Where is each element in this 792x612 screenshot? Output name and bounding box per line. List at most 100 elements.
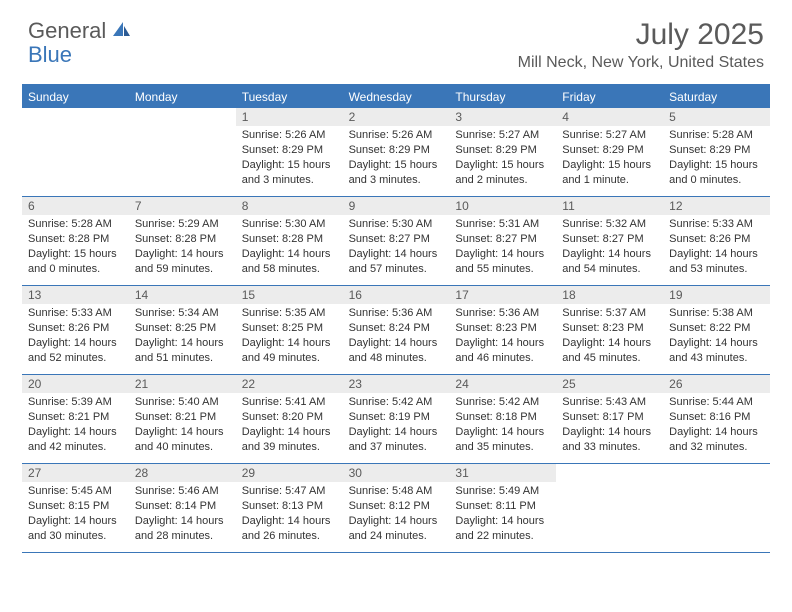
sunrise-text: Sunrise: 5:38 AM <box>669 306 764 321</box>
day-number: 22 <box>236 375 343 393</box>
sunset-text: Sunset: 8:28 PM <box>135 232 230 247</box>
day-number: 18 <box>556 286 663 304</box>
month-title: July 2025 <box>518 18 764 52</box>
daylight-text: Daylight: 14 hours and 51 minutes. <box>135 336 230 366</box>
sunrise-text: Sunrise: 5:40 AM <box>135 395 230 410</box>
daylight-text: Daylight: 14 hours and 55 minutes. <box>455 247 550 277</box>
daylight-text: Daylight: 15 hours and 3 minutes. <box>349 158 444 188</box>
day-details: Sunrise: 5:29 AMSunset: 8:28 PMDaylight:… <box>129 215 236 282</box>
sunrise-text: Sunrise: 5:37 AM <box>562 306 657 321</box>
day-cell: 17Sunrise: 5:36 AMSunset: 8:23 PMDayligh… <box>449 286 556 374</box>
daylight-text: Daylight: 14 hours and 28 minutes. <box>135 514 230 544</box>
day-number: 29 <box>236 464 343 482</box>
calendar: SundayMondayTuesdayWednesdayThursdayFrid… <box>22 84 770 553</box>
day-cell <box>556 464 663 552</box>
daylight-text: Daylight: 14 hours and 32 minutes. <box>669 425 764 455</box>
day-number: 28 <box>129 464 236 482</box>
weekday-header-row: SundayMondayTuesdayWednesdayThursdayFrid… <box>22 86 770 108</box>
day-cell: 18Sunrise: 5:37 AMSunset: 8:23 PMDayligh… <box>556 286 663 374</box>
day-number: 2 <box>343 108 450 126</box>
weekday-header: Sunday <box>22 86 129 108</box>
sunrise-text: Sunrise: 5:27 AM <box>455 128 550 143</box>
sunrise-text: Sunrise: 5:30 AM <box>349 217 444 232</box>
day-cell: 23Sunrise: 5:42 AMSunset: 8:19 PMDayligh… <box>343 375 450 463</box>
day-details: Sunrise: 5:27 AMSunset: 8:29 PMDaylight:… <box>556 126 663 193</box>
weekday-header: Friday <box>556 86 663 108</box>
day-number: 27 <box>22 464 129 482</box>
weekday-header: Tuesday <box>236 86 343 108</box>
day-cell: 6Sunrise: 5:28 AMSunset: 8:28 PMDaylight… <box>22 197 129 285</box>
daylight-text: Daylight: 15 hours and 0 minutes. <box>28 247 123 277</box>
sunset-text: Sunset: 8:11 PM <box>455 499 550 514</box>
day-cell: 31Sunrise: 5:49 AMSunset: 8:11 PMDayligh… <box>449 464 556 552</box>
sunrise-text: Sunrise: 5:33 AM <box>28 306 123 321</box>
day-cell: 3Sunrise: 5:27 AMSunset: 8:29 PMDaylight… <box>449 108 556 196</box>
day-cell: 16Sunrise: 5:36 AMSunset: 8:24 PMDayligh… <box>343 286 450 374</box>
daylight-text: Daylight: 14 hours and 24 minutes. <box>349 514 444 544</box>
day-details: Sunrise: 5:37 AMSunset: 8:23 PMDaylight:… <box>556 304 663 371</box>
sunset-text: Sunset: 8:27 PM <box>562 232 657 247</box>
daylight-text: Daylight: 14 hours and 58 minutes. <box>242 247 337 277</box>
sunset-text: Sunset: 8:24 PM <box>349 321 444 336</box>
sunrise-text: Sunrise: 5:29 AM <box>135 217 230 232</box>
day-cell: 11Sunrise: 5:32 AMSunset: 8:27 PMDayligh… <box>556 197 663 285</box>
day-cell <box>22 108 129 196</box>
weekday-header: Saturday <box>663 86 770 108</box>
sunrise-text: Sunrise: 5:27 AM <box>562 128 657 143</box>
sunset-text: Sunset: 8:27 PM <box>349 232 444 247</box>
week-row: 20Sunrise: 5:39 AMSunset: 8:21 PMDayligh… <box>22 375 770 464</box>
day-number: 26 <box>663 375 770 393</box>
day-details: Sunrise: 5:28 AMSunset: 8:29 PMDaylight:… <box>663 126 770 193</box>
sunrise-text: Sunrise: 5:36 AM <box>455 306 550 321</box>
day-cell: 26Sunrise: 5:44 AMSunset: 8:16 PMDayligh… <box>663 375 770 463</box>
sunset-text: Sunset: 8:28 PM <box>28 232 123 247</box>
sunrise-text: Sunrise: 5:26 AM <box>349 128 444 143</box>
week-row: 27Sunrise: 5:45 AMSunset: 8:15 PMDayligh… <box>22 464 770 553</box>
sunset-text: Sunset: 8:29 PM <box>669 143 764 158</box>
day-details: Sunrise: 5:39 AMSunset: 8:21 PMDaylight:… <box>22 393 129 460</box>
sunrise-text: Sunrise: 5:44 AM <box>669 395 764 410</box>
day-cell: 28Sunrise: 5:46 AMSunset: 8:14 PMDayligh… <box>129 464 236 552</box>
sunrise-text: Sunrise: 5:33 AM <box>669 217 764 232</box>
daylight-text: Daylight: 14 hours and 40 minutes. <box>135 425 230 455</box>
daylight-text: Daylight: 14 hours and 35 minutes. <box>455 425 550 455</box>
day-details: Sunrise: 5:46 AMSunset: 8:14 PMDaylight:… <box>129 482 236 549</box>
daylight-text: Daylight: 15 hours and 0 minutes. <box>669 158 764 188</box>
sunset-text: Sunset: 8:27 PM <box>455 232 550 247</box>
daylight-text: Daylight: 14 hours and 26 minutes. <box>242 514 337 544</box>
day-cell: 13Sunrise: 5:33 AMSunset: 8:26 PMDayligh… <box>22 286 129 374</box>
day-cell: 30Sunrise: 5:48 AMSunset: 8:12 PMDayligh… <box>343 464 450 552</box>
week-row: 1Sunrise: 5:26 AMSunset: 8:29 PMDaylight… <box>22 108 770 197</box>
day-details: Sunrise: 5:35 AMSunset: 8:25 PMDaylight:… <box>236 304 343 371</box>
day-details: Sunrise: 5:38 AMSunset: 8:22 PMDaylight:… <box>663 304 770 371</box>
location: Mill Neck, New York, United States <box>518 54 764 72</box>
day-number: 8 <box>236 197 343 215</box>
sunset-text: Sunset: 8:29 PM <box>349 143 444 158</box>
day-details: Sunrise: 5:30 AMSunset: 8:28 PMDaylight:… <box>236 215 343 282</box>
sunrise-text: Sunrise: 5:47 AM <box>242 484 337 499</box>
sunset-text: Sunset: 8:28 PM <box>242 232 337 247</box>
sunset-text: Sunset: 8:13 PM <box>242 499 337 514</box>
sunset-text: Sunset: 8:14 PM <box>135 499 230 514</box>
sunset-text: Sunset: 8:22 PM <box>669 321 764 336</box>
day-cell: 5Sunrise: 5:28 AMSunset: 8:29 PMDaylight… <box>663 108 770 196</box>
day-number: 4 <box>556 108 663 126</box>
daylight-text: Daylight: 15 hours and 2 minutes. <box>455 158 550 188</box>
sunrise-text: Sunrise: 5:49 AM <box>455 484 550 499</box>
weekday-header: Monday <box>129 86 236 108</box>
week-row: 13Sunrise: 5:33 AMSunset: 8:26 PMDayligh… <box>22 286 770 375</box>
day-details: Sunrise: 5:28 AMSunset: 8:28 PMDaylight:… <box>22 215 129 282</box>
sunrise-text: Sunrise: 5:26 AM <box>242 128 337 143</box>
day-cell: 12Sunrise: 5:33 AMSunset: 8:26 PMDayligh… <box>663 197 770 285</box>
day-number: 17 <box>449 286 556 304</box>
day-details: Sunrise: 5:30 AMSunset: 8:27 PMDaylight:… <box>343 215 450 282</box>
day-number: 5 <box>663 108 770 126</box>
header: General July 2025 Mill Neck, New York, U… <box>0 0 792 76</box>
sunrise-text: Sunrise: 5:41 AM <box>242 395 337 410</box>
day-details: Sunrise: 5:48 AMSunset: 8:12 PMDaylight:… <box>343 482 450 549</box>
sunset-text: Sunset: 8:25 PM <box>135 321 230 336</box>
day-number: 13 <box>22 286 129 304</box>
sunset-text: Sunset: 8:12 PM <box>349 499 444 514</box>
day-details: Sunrise: 5:27 AMSunset: 8:29 PMDaylight:… <box>449 126 556 193</box>
day-details: Sunrise: 5:42 AMSunset: 8:19 PMDaylight:… <box>343 393 450 460</box>
